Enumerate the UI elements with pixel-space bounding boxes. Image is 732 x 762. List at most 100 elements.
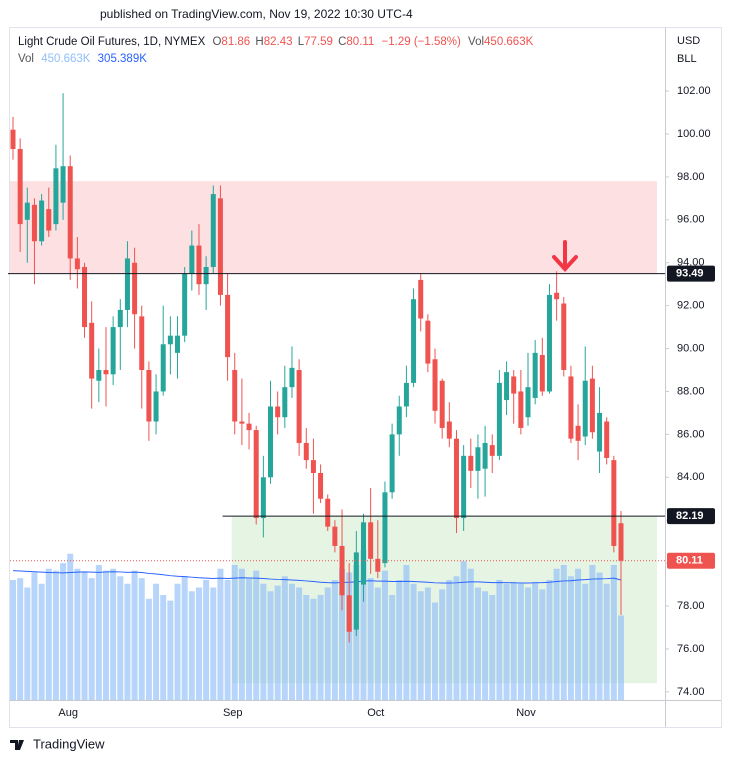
last-price-label: 80.11: [676, 555, 703, 567]
candle-body: [475, 447, 481, 471]
volume-bar: [60, 563, 67, 700]
volume-bar: [153, 583, 160, 700]
candle-body: [461, 455, 467, 519]
volume-bar: [102, 570, 109, 700]
candle-body: [511, 376, 517, 394]
volume-bar: [317, 595, 324, 700]
candle-body: [282, 387, 288, 418]
volume-bar: [453, 576, 460, 700]
volume-bar: [389, 595, 396, 700]
volume-bar: [203, 580, 210, 700]
candle-body: [446, 421, 452, 439]
volume-bar: [288, 583, 295, 700]
y-tick-label: 78.00: [677, 600, 705, 612]
x-tick-label: Oct: [367, 707, 384, 719]
volume-bar: [174, 583, 181, 700]
volume-bar: [217, 568, 224, 700]
volume-bar: [460, 561, 467, 700]
volume-bar: [52, 570, 59, 700]
volume-bar: [360, 550, 367, 700]
volume-bar: [482, 591, 489, 700]
candle-body: [582, 380, 588, 437]
x-tick-label: Sep: [223, 707, 243, 719]
symbol: Light Crude Oil Futures, 1D, NYMEX: [18, 36, 206, 48]
candle-body: [103, 370, 109, 375]
h-label: H: [255, 36, 263, 48]
y-tick-label: 92.00: [677, 300, 705, 312]
level-label-box: [667, 265, 715, 282]
candle-body: [611, 460, 617, 546]
candle-body: [318, 472, 324, 499]
candle-body: [546, 294, 552, 392]
zone: [10, 181, 657, 274]
vol-value: 450.663K: [41, 53, 91, 65]
candle-body: [124, 258, 130, 310]
candle-body: [139, 316, 145, 371]
candle-body: [46, 209, 52, 231]
brand: TradingView: [33, 736, 105, 751]
candle-body: [117, 309, 123, 328]
candle-body: [375, 558, 381, 572]
candle-body: [239, 421, 245, 424]
candle-body: [146, 370, 152, 422]
volume-bar: [31, 572, 38, 700]
volume-bar: [424, 587, 431, 700]
candle-body: [260, 477, 266, 519]
vol-label: Vol: [18, 53, 34, 65]
candle-body: [482, 442, 488, 469]
change: −1.29 (−1.58%): [382, 36, 461, 48]
volume-bar: [446, 580, 453, 700]
volume-bar: [274, 585, 281, 700]
volume-bar: [410, 583, 417, 700]
o-value: 81.86: [221, 36, 250, 48]
candle-body: [368, 522, 374, 559]
candle-body: [39, 200, 45, 242]
y-tick-label: 94.00: [677, 257, 705, 269]
candle-body: [67, 166, 73, 259]
candle-body: [425, 320, 431, 364]
candle-body: [432, 359, 438, 411]
candle-body: [589, 378, 595, 433]
candle-body: [289, 367, 295, 388]
volume-bar: [374, 587, 381, 700]
y-tick-label: 74.00: [677, 686, 705, 698]
candle-body: [31, 204, 37, 242]
volume-bar: [246, 578, 253, 700]
volume-bar: [124, 583, 131, 700]
volume-bar: [88, 578, 95, 700]
volume-bar: [296, 587, 303, 700]
volume-bar: [95, 565, 102, 700]
candle-body: [189, 245, 195, 274]
volume-bar: [575, 568, 582, 700]
arrow-marker: [552, 240, 578, 272]
candle-body: [468, 455, 474, 471]
brand-logo: [10, 740, 24, 750]
level-label: 82.19: [676, 510, 704, 522]
volume-bar: [396, 580, 403, 700]
volume-bar: [310, 598, 317, 700]
candle-body: [175, 335, 181, 353]
c-label: C: [338, 36, 346, 48]
y-tick-label: 86.00: [677, 428, 705, 440]
volume-bar: [567, 576, 574, 700]
volume-bar: [195, 587, 202, 700]
candle-body: [82, 267, 88, 328]
volume-bar: [610, 565, 617, 700]
candle-body: [275, 406, 281, 418]
currency: USD: [677, 35, 700, 47]
candle-body: [160, 344, 166, 392]
last-price-box: [667, 552, 715, 569]
volume-bar: [260, 583, 267, 700]
y-tick-label: 90.00: [677, 342, 705, 354]
x-tick-label: Nov: [516, 707, 536, 719]
candle-body: [225, 294, 231, 358]
volume-bar: [281, 576, 288, 700]
h-value: 82.43: [264, 36, 293, 48]
volume-bar: [439, 589, 446, 700]
volume-bar: [267, 591, 274, 700]
candle-body: [525, 387, 531, 418]
volume-bar: [525, 587, 532, 700]
volume-bar: [238, 568, 245, 700]
candle-body: [532, 352, 538, 398]
